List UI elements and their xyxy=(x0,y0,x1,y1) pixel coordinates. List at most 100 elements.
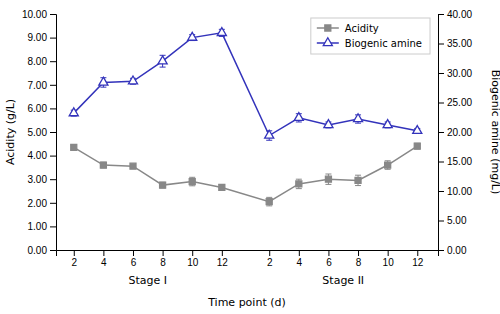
tick: 7.00 xyxy=(28,80,56,91)
marker xyxy=(128,76,137,84)
series xyxy=(69,28,422,141)
tick-mark xyxy=(74,250,75,256)
legend-label: Biogenic amine xyxy=(345,38,422,49)
tick: 2.00 xyxy=(28,198,56,209)
tick-mark xyxy=(163,250,164,256)
marker xyxy=(217,28,226,36)
tick-mark xyxy=(388,250,389,256)
tick-mark xyxy=(50,61,56,62)
axis-line xyxy=(57,251,439,257)
tick: 6 xyxy=(131,250,137,268)
tick-mark xyxy=(50,108,56,109)
marker xyxy=(414,143,420,149)
annotation: Stage I xyxy=(129,274,168,287)
y2-axis-title: Biogenic amine (mg/L) xyxy=(489,70,500,195)
tick: 10.00 xyxy=(22,9,56,20)
tick-mark xyxy=(358,250,359,256)
tick-label: 35.00 xyxy=(447,38,472,49)
marker xyxy=(158,56,167,64)
marker xyxy=(100,162,106,168)
tick-mark xyxy=(103,250,104,256)
marker xyxy=(296,181,302,187)
tick-label: 6 xyxy=(326,257,332,268)
tick-mark xyxy=(438,162,444,163)
axis-line xyxy=(50,15,57,251)
tick-mark xyxy=(269,250,270,256)
tick-label: 25.00 xyxy=(447,97,472,108)
tick-label: 8 xyxy=(356,257,362,268)
marker xyxy=(383,120,392,128)
tick-label: 3.00 xyxy=(28,174,48,185)
tick: 2 xyxy=(71,250,77,268)
tick-mark xyxy=(438,73,444,74)
tick-mark xyxy=(50,203,56,204)
tick: 0.00 xyxy=(438,245,467,256)
tick-label: 10.00 xyxy=(22,9,47,20)
tick-label: 7.00 xyxy=(28,80,48,91)
tick-label: 5.00 xyxy=(447,215,467,226)
tick-mark xyxy=(438,250,444,251)
marker xyxy=(130,163,136,169)
marker xyxy=(413,126,422,134)
tick-mark xyxy=(50,132,56,133)
tick-label: 9.00 xyxy=(28,32,48,43)
marker xyxy=(188,32,197,40)
marker xyxy=(189,179,195,185)
tick: 9.00 xyxy=(28,32,56,43)
tick: 40.00 xyxy=(438,9,472,20)
marker xyxy=(325,176,331,182)
tick: 5.00 xyxy=(438,215,467,226)
tick: 4 xyxy=(101,250,107,268)
error-bar xyxy=(160,182,166,188)
tick-label: 2 xyxy=(267,257,273,268)
tick-label: 10 xyxy=(383,257,395,268)
error-bar xyxy=(219,185,225,191)
tick-label: 12 xyxy=(217,257,229,268)
tick-mark xyxy=(438,44,444,45)
tick-mark xyxy=(299,250,300,256)
marker xyxy=(355,177,361,183)
x-axis-title: Time point (d) xyxy=(207,296,286,309)
error-bar xyxy=(189,177,195,185)
tick: 20.00 xyxy=(438,127,472,138)
marker xyxy=(160,182,166,188)
tick: 5.00 xyxy=(28,127,56,138)
tick-label: 40.00 xyxy=(447,9,472,20)
x-axis: 2 4 6 8 10 12 2 4 6 8 10 12 xyxy=(57,250,439,268)
marker xyxy=(69,108,78,116)
tick-mark xyxy=(50,38,56,39)
tick-label: 4 xyxy=(297,257,303,268)
tick-label: 4.00 xyxy=(28,150,48,161)
series xyxy=(71,143,421,206)
chart: 24681012246810120.001.002.003.004.005.00… xyxy=(0,0,500,314)
tick-mark xyxy=(133,250,134,256)
error-bar xyxy=(355,175,361,185)
tick: 10 xyxy=(383,250,395,268)
tick: 8 xyxy=(356,250,362,268)
tick-mark xyxy=(438,132,444,133)
tick-mark xyxy=(417,250,418,256)
tick-label: 30.00 xyxy=(447,68,472,79)
tick-label: 0.00 xyxy=(28,245,48,256)
tick: 12 xyxy=(412,250,424,268)
tick: 12 xyxy=(217,250,229,268)
tick: 10 xyxy=(187,250,199,268)
tick-label: 12 xyxy=(412,257,424,268)
legend-frame xyxy=(311,18,430,54)
tick: 8.00 xyxy=(28,56,56,67)
tick-mark xyxy=(50,156,56,157)
error-bar xyxy=(71,145,77,150)
tick-label: 10.00 xyxy=(447,186,472,197)
marker xyxy=(385,162,391,168)
tick-mark xyxy=(50,250,56,251)
tick-label: 8 xyxy=(160,257,166,268)
legend-marker xyxy=(323,38,332,46)
tick: 2 xyxy=(267,250,273,268)
tick-mark xyxy=(438,103,444,104)
tick-label: 2.00 xyxy=(28,198,48,209)
marker xyxy=(266,199,272,205)
tick-label: 6.00 xyxy=(28,103,48,114)
tick-mark xyxy=(328,250,329,256)
tick: 6 xyxy=(326,250,332,268)
marker xyxy=(353,114,362,122)
